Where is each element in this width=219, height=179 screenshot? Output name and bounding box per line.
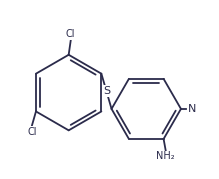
Text: NH₂: NH₂ <box>156 151 175 161</box>
Text: Cl: Cl <box>66 29 76 39</box>
Text: N: N <box>188 104 196 114</box>
Text: Cl: Cl <box>27 127 37 137</box>
Text: S: S <box>103 86 110 96</box>
